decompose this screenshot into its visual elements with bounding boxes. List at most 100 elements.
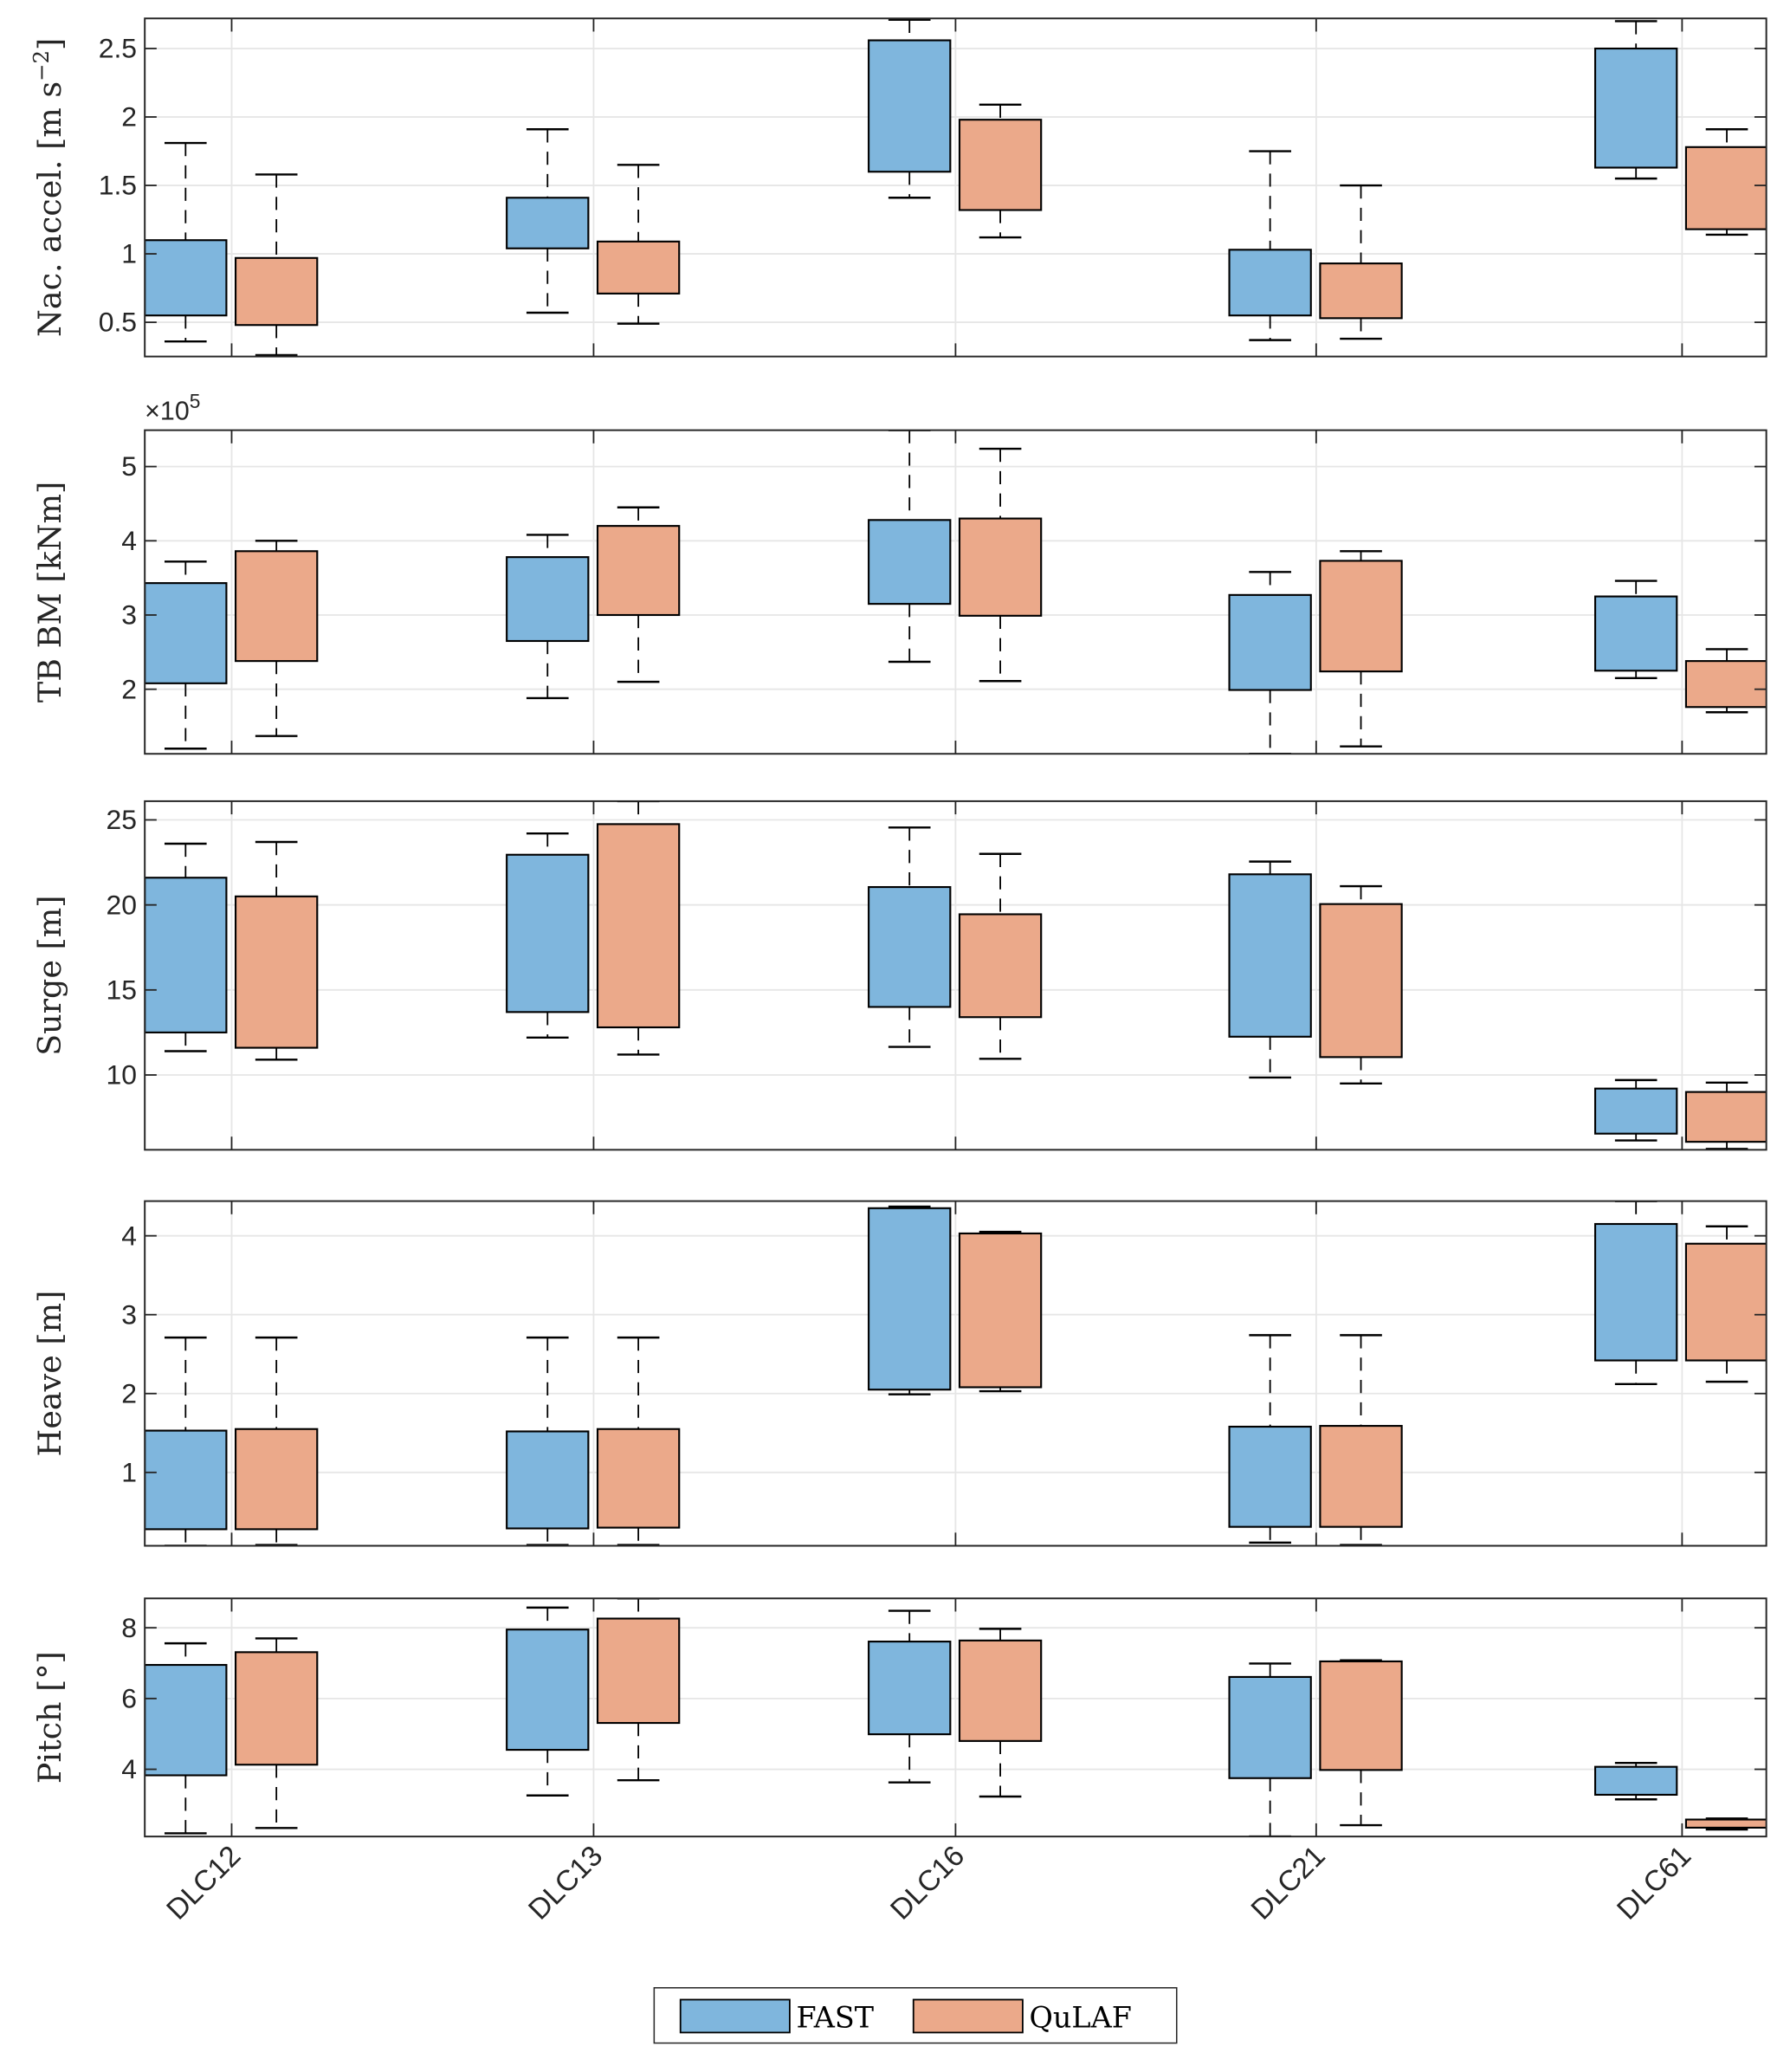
box-iqr bbox=[145, 877, 228, 1033]
legend: FAST QuLAF bbox=[653, 1987, 1178, 2044]
box-iqr bbox=[1228, 873, 1312, 1038]
y-tick-label: 4 bbox=[121, 1753, 137, 1784]
legend-swatch-qulaf bbox=[912, 1998, 1024, 2034]
box-iqr bbox=[1684, 1242, 1767, 1362]
box-iqr bbox=[1684, 146, 1767, 230]
box-qulaf-dlc12 bbox=[234, 840, 319, 1061]
panel-nac_accel: 0.5 1 1.5 2 2.5 Nac. accel. [m s−2] bbox=[29, 17, 1767, 358]
y-tick-label: 2.5 bbox=[99, 33, 137, 64]
box-iqr bbox=[506, 556, 590, 643]
box-qulaf-dlc21 bbox=[1319, 1659, 1403, 1827]
x-tick-label-dlc13: DLC13 bbox=[523, 1840, 610, 1926]
y-tick-label: 1 bbox=[121, 1456, 137, 1487]
box-iqr bbox=[958, 913, 1043, 1019]
box-iqr bbox=[1228, 1675, 1312, 1779]
boxes bbox=[145, 1201, 1767, 1546]
x-tick-label-dlc16: DLC16 bbox=[884, 1840, 971, 1926]
box-iqr bbox=[1319, 262, 1403, 320]
box-fast-dlc21 bbox=[1228, 1334, 1312, 1544]
box-iqr bbox=[868, 885, 952, 1008]
y-tick-label: 2 bbox=[121, 101, 137, 133]
y-tick-label: 4 bbox=[121, 525, 137, 556]
box-fast-dlc61 bbox=[1593, 1761, 1678, 1801]
box-iqr bbox=[145, 1663, 228, 1777]
x-tick-label-dlc21: DLC21 bbox=[1245, 1840, 1332, 1926]
box-iqr bbox=[506, 853, 590, 1013]
box-qulaf-dlc12 bbox=[234, 173, 319, 357]
box-fast-dlc13 bbox=[506, 1606, 590, 1797]
box-qulaf-dlc13 bbox=[596, 1598, 681, 1782]
boxes bbox=[145, 18, 1767, 357]
legend-label-qulaf: QuLAF bbox=[1030, 2000, 1132, 2034]
y-tick-label: 4 bbox=[121, 1220, 137, 1251]
box-iqr bbox=[506, 1430, 590, 1530]
legend-swatch-fast bbox=[679, 1998, 791, 2034]
legend-label-fast: FAST bbox=[797, 2000, 875, 2034]
box-iqr bbox=[596, 240, 681, 295]
box-fast-dlc16 bbox=[868, 1609, 952, 1784]
box-iqr bbox=[958, 517, 1043, 617]
y-tick-label: 1 bbox=[121, 238, 137, 269]
y-tick-label: 5 bbox=[121, 450, 137, 482]
box-qulaf-dlc21 bbox=[1319, 184, 1403, 340]
box-iqr bbox=[506, 197, 590, 249]
box-fast-dlc61 bbox=[1593, 1078, 1678, 1142]
box-qulaf-dlc13 bbox=[596, 1336, 681, 1546]
box-fast-dlc12 bbox=[145, 1336, 228, 1546]
box-qulaf-dlc61 bbox=[1684, 648, 1767, 714]
box-iqr bbox=[1593, 1222, 1678, 1362]
box-fast-dlc61 bbox=[1593, 1201, 1678, 1386]
box-fast-dlc13 bbox=[506, 128, 590, 314]
box-iqr bbox=[234, 550, 319, 663]
box-iqr bbox=[506, 1628, 590, 1751]
box-iqr bbox=[958, 119, 1043, 211]
box-qulaf-dlc61 bbox=[1684, 1225, 1767, 1383]
box-iqr bbox=[868, 1207, 952, 1391]
y-tick-label: 3 bbox=[121, 1298, 137, 1330]
y-tick-label: 25 bbox=[107, 804, 137, 835]
box-iqr bbox=[234, 1428, 319, 1531]
box-fast-dlc61 bbox=[1593, 20, 1678, 180]
box-iqr bbox=[1319, 560, 1403, 673]
box-fast-dlc12 bbox=[145, 141, 228, 343]
box-iqr bbox=[234, 1651, 319, 1766]
y-tick-label: 20 bbox=[107, 889, 137, 920]
boxes bbox=[145, 1598, 1767, 1837]
y-tick-label: 1.5 bbox=[99, 170, 137, 201]
box-qulaf-dlc21 bbox=[1319, 550, 1403, 748]
box-fast-dlc13 bbox=[506, 1336, 590, 1546]
boxes bbox=[145, 430, 1767, 754]
box-fast-dlc21 bbox=[1228, 150, 1312, 341]
box-iqr bbox=[1228, 249, 1312, 317]
box-iqr bbox=[596, 823, 681, 1029]
box-iqr bbox=[1684, 1818, 1767, 1829]
y-tick-label: 6 bbox=[121, 1682, 137, 1713]
y-tick-label: 10 bbox=[107, 1059, 137, 1091]
box-qulaf-dlc16 bbox=[958, 447, 1043, 683]
box-fast-dlc16 bbox=[868, 18, 952, 199]
box-iqr bbox=[145, 1429, 228, 1531]
box-fast-dlc16 bbox=[868, 430, 952, 664]
y-tick-label: 15 bbox=[107, 974, 137, 1005]
y-tick-label: 2 bbox=[121, 673, 137, 704]
x-tick-label-dlc12: DLC12 bbox=[161, 1840, 248, 1926]
y-axis-label: Pitch [°] bbox=[31, 1651, 68, 1784]
box-iqr bbox=[1593, 1087, 1678, 1135]
box-fast-dlc13 bbox=[506, 832, 590, 1039]
x-tick-label-dlc61: DLC61 bbox=[1611, 1840, 1697, 1926]
y-axis-label: TB BM [kNm] bbox=[31, 482, 68, 703]
y-tick-label: 3 bbox=[121, 599, 137, 631]
box-iqr bbox=[145, 582, 228, 684]
box-iqr bbox=[1319, 903, 1403, 1059]
box-iqr bbox=[596, 1617, 681, 1725]
box-iqr bbox=[234, 895, 319, 1049]
box-iqr bbox=[1684, 1091, 1767, 1143]
y-axis-label: Nac. accel. [m s−2] bbox=[29, 38, 68, 337]
y-axis-label: Heave [m] bbox=[31, 1291, 68, 1457]
box-fast-dlc16 bbox=[868, 826, 952, 1048]
box-qulaf-dlc13 bbox=[596, 164, 681, 325]
box-iqr bbox=[1684, 660, 1767, 709]
panel-tb_bm: 2 3 4 5 TB BM [kNm] ×105 bbox=[31, 390, 1767, 755]
box-qulaf-dlc12 bbox=[234, 1336, 319, 1546]
